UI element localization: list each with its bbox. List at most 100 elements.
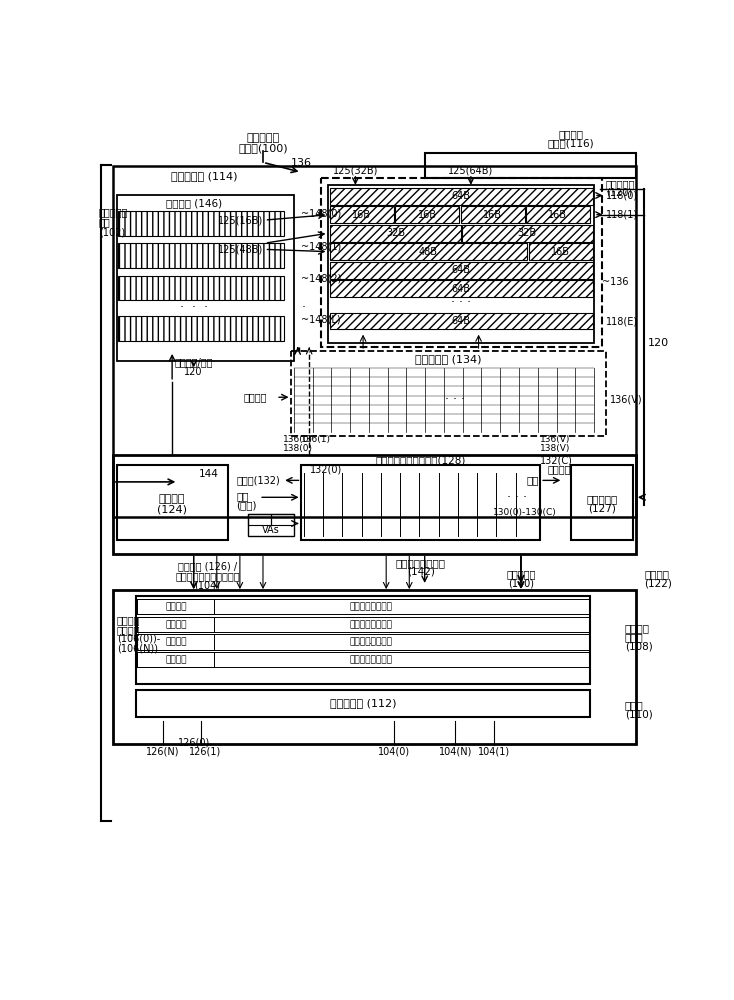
Text: 32B: 32B [386,228,405,238]
Text: 136(V): 136(V) [609,395,642,405]
Text: (任选): (任选) [236,500,257,510]
Bar [113,166,636,517]
Text: 存储器(116): 存储器(116) [548,138,595,148]
Text: 元数据高速缓冲存储器(128): 元数据高速缓冲存储器(128) [376,455,466,465]
Bar [113,590,636,744]
Text: · · ·: · · · [446,393,465,406]
Text: 138(V): 138(V) [540,444,571,453]
Bar [247,514,271,525]
Text: 64B: 64B [451,316,470,326]
Text: 处理器: 处理器 [625,700,644,710]
Text: ·  ·  ·: · · · [358,639,383,649]
Text: (120): (120) [606,187,632,197]
Text: 138(0): 138(0) [283,444,313,453]
Text: 136(0): 136(0) [283,435,313,444]
Text: 存储条目: 存储条目 [117,625,140,635]
Text: 自由列表 (146): 自由列表 (146) [166,198,222,208]
Text: ·  ·  ·: · · · [180,301,208,314]
Text: 读取: 读取 [526,475,539,485]
Bar [113,455,636,554]
Text: 132(C): 132(C) [540,455,573,465]
Text: 的系统(100): 的系统(100) [238,143,288,153]
Text: 136(V): 136(V) [540,435,571,444]
Bar [137,652,589,667]
Text: 16B: 16B [483,210,502,220]
Text: 104(N): 104(N) [439,746,472,756]
Text: 元数据(132): 元数据(132) [236,475,280,485]
Text: 虚拟地址: 虚拟地址 [165,638,186,647]
Text: (108): (108) [625,642,653,652]
Text: ~136: ~136 [602,277,628,287]
Text: 125(64B): 125(64B) [448,165,493,175]
Text: (140): (140) [508,579,534,589]
Text: · · ·: · · · [451,296,471,309]
Text: 126(1): 126(1) [189,746,222,756]
Text: 125(48B): 125(48B) [218,244,263,254]
Text: 48B: 48B [419,247,438,257]
Text: 104(1): 104(1) [478,746,510,756]
Text: 104(0): 104(0) [378,746,410,756]
Text: 处理器核心 (112): 处理器核心 (112) [330,698,396,708]
Bar [330,280,592,297]
Bar [425,153,636,178]
Bar [330,243,527,260]
Text: 125(32B): 125(32B) [333,165,378,175]
Bar [330,312,592,329]
Text: 高速缓冲存储数据: 高速缓冲存储数据 [349,620,392,629]
Text: 物理地址/偏移: 物理地址/偏移 [175,358,213,368]
Bar [117,195,294,361]
Text: 120: 120 [184,367,203,377]
Bar [330,188,592,205]
Text: 118(0): 118(0) [606,190,638,200]
Text: (127): (127) [588,504,616,514]
Text: (106(0))-: (106(0))- [117,634,160,644]
Bar [526,206,590,223]
Text: ~148(0): ~148(0) [302,209,342,219]
Text: (110): (110) [625,709,653,719]
Text: 136: 136 [291,158,312,168]
Text: (142): (142) [407,567,435,577]
Text: 118(E): 118(E) [606,317,638,327]
Bar [528,243,592,260]
Bar [136,596,590,684]
Text: (102): (102) [99,227,125,237]
Bar [462,225,592,242]
Text: (106(N)): (106(N)) [117,643,158,653]
Text: 64B: 64B [451,284,470,294]
Bar [137,617,214,632]
Text: ~148(L): ~148(L) [302,314,341,324]
Text: 118(1): 118(1) [606,210,638,220]
Text: · · ·: · · · [507,491,527,504]
Text: 高速缓冲: 高速缓冲 [625,623,650,633]
Text: 16B: 16B [352,210,371,220]
Text: 64B: 64B [451,265,470,275]
Text: 写入: 写入 [236,491,249,501]
Text: 132(0): 132(0) [310,465,342,475]
Bar [137,652,214,667]
Text: 16B: 16B [548,210,567,220]
Bar [136,690,590,717]
Text: 130(0)-130(C): 130(0)-130(C) [493,508,556,517]
Text: 126(N): 126(N) [146,746,180,756]
Text: 虚拟地址: 虚拟地址 [548,465,571,475]
Text: 虚拟地址: 虚拟地址 [165,655,186,664]
Text: 未压缩高速缓冲存储数据: 未压缩高速缓冲存储数据 [175,571,240,581]
Bar [330,262,592,279]
Text: 虚拟地址: 虚拟地址 [165,620,186,629]
Bar [571,465,633,540]
Text: 126(0): 126(0) [178,737,210,747]
Bar [302,465,540,540]
Bar [271,514,294,525]
Text: 未压缩数据: 未压缩数据 [506,569,536,579]
Text: 压缩电路: 压缩电路 [644,569,669,579]
Bar [137,599,589,614]
Text: 高速缓冲存储数据: 高速缓冲存储数据 [349,655,392,664]
Text: 144: 144 [199,469,219,479]
Text: 压缩系统: 压缩系统 [559,129,584,139]
Text: 存储器: 存储器 [625,632,644,642]
Bar [330,206,394,223]
Bar [137,599,214,614]
Text: (122): (122) [644,579,672,589]
Bar [328,185,594,343]
Bar [247,514,294,536]
